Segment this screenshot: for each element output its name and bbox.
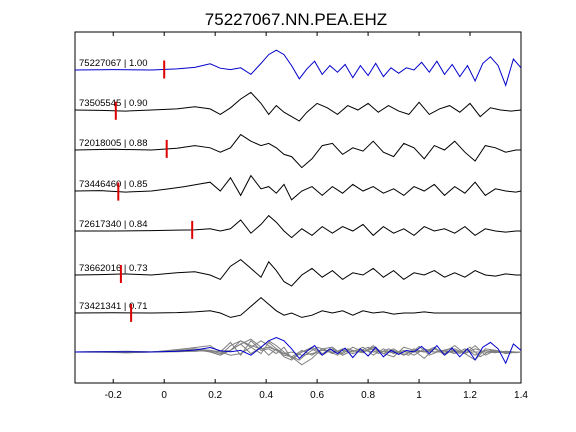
trace-line	[74, 258, 521, 287]
x-tick-label: 1.4	[514, 390, 528, 401]
stack-reference-trace	[74, 337, 522, 365]
trace-line	[74, 133, 521, 169]
trace-label: 73505545 | 0.90	[79, 98, 148, 109]
x-tick-label: 0.4	[259, 390, 273, 401]
stack-trace	[74, 340, 521, 356]
trace-label: 73446460 | 0.85	[79, 179, 148, 190]
trace-line	[74, 174, 522, 201]
x-tick-label: 0.2	[208, 390, 222, 401]
x-tick-label: 1.2	[463, 390, 477, 401]
x-tick-label: 0	[161, 390, 167, 401]
stack-trace	[74, 340, 521, 361]
trace-line	[74, 49, 522, 87]
trace-label: 72617340 | 0.84	[79, 219, 148, 230]
x-tick-label: 0.6	[310, 390, 324, 401]
trace-group: 75227067 | 1.00 73505545 | 0.90 72018005 |…	[74, 49, 522, 322]
x-tick-label: 1	[416, 390, 422, 401]
trace-label: 75227067 | 1.00	[79, 58, 148, 69]
trace-label: 73662016 | 0.73	[79, 263, 148, 274]
x-tick-label: 0.8	[361, 390, 375, 401]
trace-label: 72018005 | 0.88	[79, 138, 148, 149]
trace-line	[74, 296, 521, 318]
trace-label: 73421341 | 0.71	[79, 301, 148, 312]
x-axis: -0.2 0 0.2 0.4 0.6 0.8 1 1.2 1.4	[105, 32, 528, 401]
x-tick-label: -0.2	[105, 390, 123, 401]
trace-line	[75, 214, 521, 239]
stack-overlay	[74, 337, 522, 366]
chart-title: 75227067.NN.PEA.EHZ	[205, 10, 387, 29]
trace-line	[74, 91, 522, 122]
axes-frame	[74, 31, 522, 384]
